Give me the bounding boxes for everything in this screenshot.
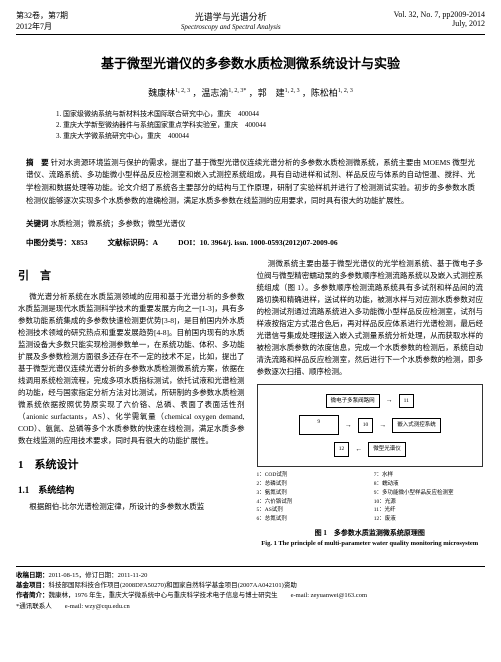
intro-title: 引 言 [18, 268, 245, 286]
sup1: 1, 2, 3 [175, 88, 190, 94]
fund-text: 科技部国际科技合作项目(2008DFA50270)和国家自然科学基金项目(200… [49, 582, 297, 589]
affiliations: 1. 国家级微纳系统与新材料技术国际联合研究中心，重庆 400044 2. 重庆… [56, 109, 445, 143]
class-number: 中图分类号：X853 [26, 238, 88, 247]
arrow-icon: ← [355, 444, 362, 455]
legend-2: 2：总磷试剂 [257, 480, 366, 489]
contact-label: *通讯联系人 [16, 603, 52, 610]
recv-date: 2011-08-15，修订日期：2011-11-20 [49, 572, 148, 579]
email1: e-mail: wzy@cqu.edu.cn [65, 603, 130, 610]
volume-cn: 第32卷，第7期 [16, 10, 68, 21]
date-en: July, 2012 [394, 19, 485, 28]
volume-en: Vol. 32, No. 7, pp2009-2014 [394, 10, 485, 19]
legend-7: 7：水样 [374, 471, 483, 480]
keywords-label: 关键词 [26, 219, 49, 228]
legend-5: 5：AS试剂 [257, 506, 366, 515]
affiliation-1: 1. 国家级微纳系统与新材料技术国际联合研究中心，重庆 400044 [56, 109, 445, 120]
affiliation-3: 3. 重庆大学微系统研究中心，重庆 400044 [56, 131, 445, 142]
journal-en: Spectroscopy and Spectral Analysis [181, 23, 281, 31]
left-column: 引 言 微光谱分析系统在水质监测领域的应用和基于光谱分析的多参数水质监测是现代水… [18, 258, 245, 556]
journal-cn: 光谱学与光谱分析 [181, 10, 281, 23]
right-p1: 测微系统主要由基于微型光谱仪的光学检测系统、基于微电子多位阀与微型精密蠕动泵的多… [257, 258, 484, 378]
author1: 魏康林 [148, 88, 175, 98]
arrow-icon: → [345, 420, 352, 431]
sys-design-title: 1 系统设计 [18, 457, 245, 475]
keywords: 关键词 水质检测；微系统；多参数；微型光谱仪 [26, 218, 475, 229]
legend-3: 3：氨氮试剂 [257, 489, 366, 498]
legend-1: 1：COD试剂 [257, 471, 366, 480]
abstract-text: 针对水资源环境监测与保护的需求，提出了基于微型光谱仪连续光谱分析的多参数水质检测… [26, 158, 475, 205]
email2: e-mail: zeyuanwei@163.com [291, 592, 367, 599]
fig-box-1: 微电子多泵阀路网 [326, 394, 380, 409]
affiliation-2: 2. 重庆大学新型微纳器件与系统国家重点学科实验室，重庆 400044 [56, 120, 445, 131]
intro-p1: 微光谱分析系统在水质监测领域的应用和基于光谱分析的多参数水质监测是现代水质监测科… [18, 291, 245, 447]
legend-8: 8：蠕动液 [374, 480, 483, 489]
legend-9: 9：多功能微小型样品反应检测室 [374, 489, 483, 498]
legend-6: 6：总氮试剂 [257, 515, 366, 524]
abstract: 摘 要 针对水资源环境监测与保护的需求，提出了基于微型光谱仪连续光谱分析的多参数… [26, 157, 475, 208]
sup3: 1, 2, 3 [285, 88, 300, 94]
author4: ，陈松柏 [302, 88, 338, 98]
arrow-icon: → [386, 395, 393, 406]
doc-code: 文献标识码：A [108, 238, 158, 247]
sup2: 1, 2, 3* [228, 88, 246, 94]
figure-1-legend: 1：COD试剂 2：总磷试剂 3：氨氮试剂 4：六价铬试剂 5：AS试剂 6：总… [257, 471, 484, 524]
recv-label: 收稿日期： [16, 572, 49, 579]
legend-11: 11：光纤 [374, 506, 483, 515]
doi: DOI：10. 3964/j. issn. 1000-0593(2012)07-… [178, 238, 338, 247]
page-header: 第32卷，第7期 2012年7月 光谱学与光谱分析 Spectroscopy a… [16, 10, 485, 35]
legend-4: 4：六价铬试剂 [257, 498, 366, 507]
fig-box-spec: 微型光谱仪 [368, 442, 406, 457]
author-label: 作者简介： [16, 592, 49, 599]
fig-box-12: 12 [334, 442, 350, 457]
author3: ，郭 建 [249, 88, 285, 98]
right-column: 测微系统主要由基于微型光谱仪的光学检测系统、基于微电子多位阀与微型精密蠕动泵的多… [257, 258, 484, 556]
meta-line: 中图分类号：X853 文献标识码：A DOI：10. 3964/j. issn.… [26, 237, 475, 248]
paper-title: 基于微型光谱仪的多参数水质检测微系统设计与实验 [16, 53, 485, 72]
fig-box-ctrl: 嵌入式测控系统 [392, 418, 441, 433]
sup4: 1, 2, 3 [338, 88, 353, 94]
fig-box-9: 9 [299, 415, 339, 435]
fig-box-10: 10 [358, 418, 374, 433]
legend-10: 10：光源 [374, 498, 483, 507]
authors: 魏康林1, 2, 3 ，温志渝1, 2, 3* ，郭 建1, 2, 3 ，陈松柏… [16, 86, 485, 99]
figure-1-caption-en: Fig. 1 The principle of multi-parameter … [257, 539, 484, 549]
abstract-label: 摘 要 [26, 158, 49, 167]
fund-label: 基金项目： [16, 582, 49, 589]
figure-1: 微电子多泵阀路网 → 11 9 → 10 → 嵌入式测控系统 12 ← [257, 384, 484, 550]
legend-12: 12：废液 [374, 515, 483, 524]
author2: ，温志渝 [192, 88, 228, 98]
figure-1-caption-cn: 图 1 多参数水质监测微系统原理图 [257, 528, 484, 539]
fig-box-11: 11 [399, 394, 414, 409]
sys-p1: 根据朗伯-比尔光谱检测定律，所设计的多参数水质监 [18, 501, 245, 513]
arrow-icon: → [379, 420, 386, 431]
author-bio: 魏康林，1976 年生，重庆大学微系统中心与重庆科学技术电子信息与博士研究生 [49, 592, 278, 599]
figure-1-diagram: 微电子多泵阀路网 → 11 9 → 10 → 嵌入式测控系统 12 ← [257, 384, 484, 468]
keywords-text: 水质检测；微系统；多参数；微型光谱仪 [50, 219, 185, 228]
sys-structure-title: 1.1 系统结构 [18, 483, 245, 497]
footer: 收稿日期：2011-08-15，修订日期：2011-11-20 基金项目：科技部… [16, 566, 485, 613]
date-cn: 2012年7月 [16, 21, 68, 32]
